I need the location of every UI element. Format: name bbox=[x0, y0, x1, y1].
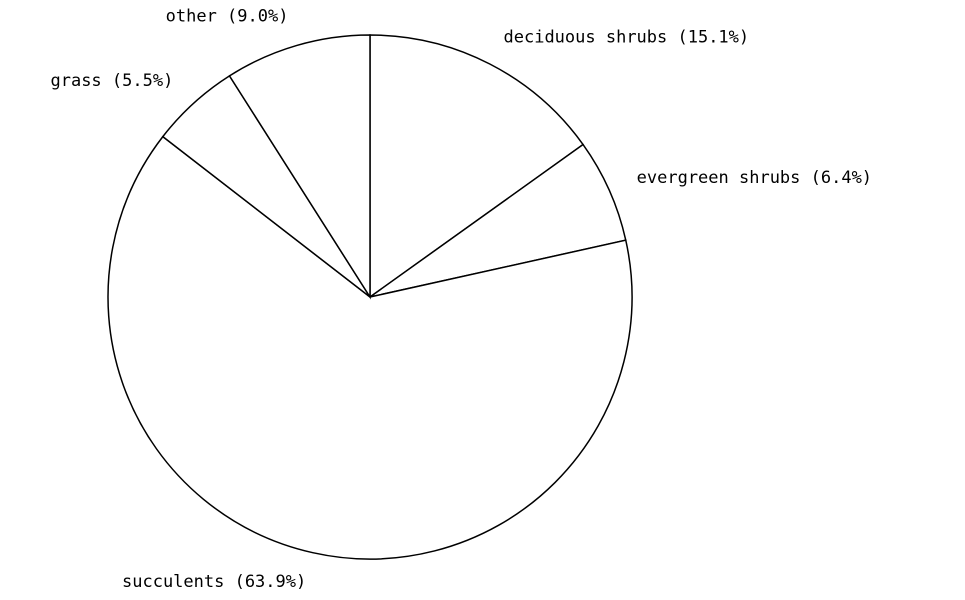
slice-label: succulents (63.9%) bbox=[122, 572, 306, 592]
pie-slice bbox=[228, 34, 371, 300]
pie-slice bbox=[369, 34, 585, 299]
pie-slice bbox=[107, 135, 633, 560]
slice-label: other (9.0%) bbox=[166, 7, 289, 27]
slice-label: evergreen shrubs (6.4%) bbox=[637, 168, 872, 188]
slice-label: deciduous shrubs (15.1%) bbox=[504, 27, 750, 47]
slice-label: grass (5.5%) bbox=[50, 71, 173, 91]
